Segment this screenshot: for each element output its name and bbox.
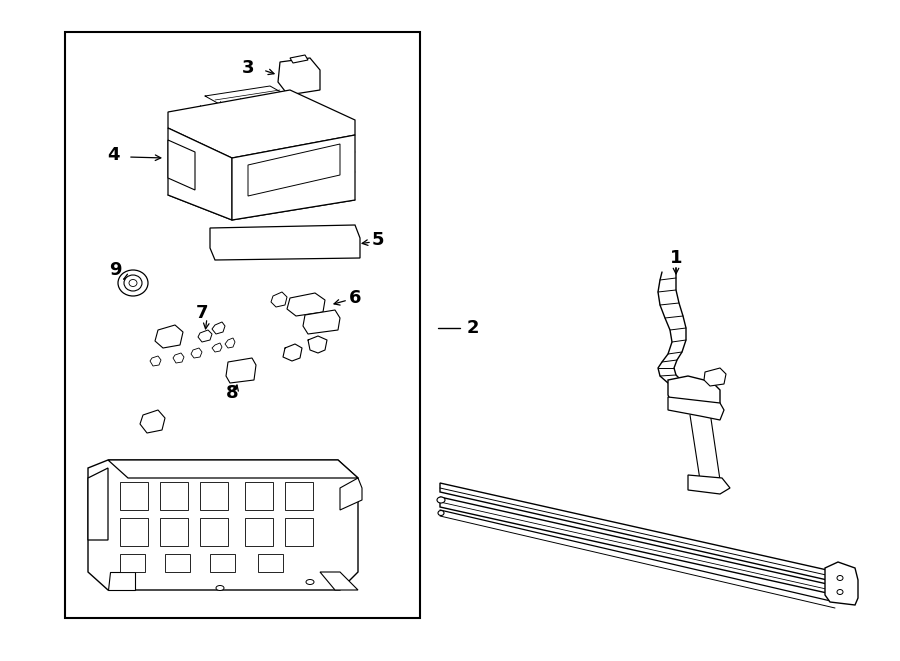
Polygon shape <box>88 460 358 590</box>
Text: 7: 7 <box>196 304 208 322</box>
Polygon shape <box>198 330 212 342</box>
Polygon shape <box>120 518 148 546</box>
Polygon shape <box>285 518 313 546</box>
Polygon shape <box>258 554 283 572</box>
Polygon shape <box>168 140 195 190</box>
Text: 1: 1 <box>670 249 682 267</box>
Ellipse shape <box>837 590 843 594</box>
Polygon shape <box>271 292 287 307</box>
Ellipse shape <box>129 280 137 286</box>
Polygon shape <box>120 482 148 510</box>
Polygon shape <box>173 353 184 363</box>
Ellipse shape <box>216 586 224 590</box>
Ellipse shape <box>438 510 444 516</box>
Polygon shape <box>155 325 183 348</box>
Polygon shape <box>825 562 858 605</box>
Polygon shape <box>668 376 720 410</box>
Polygon shape <box>225 338 235 348</box>
Polygon shape <box>248 144 340 196</box>
Ellipse shape <box>837 576 843 580</box>
Polygon shape <box>65 32 420 618</box>
Polygon shape <box>440 497 836 595</box>
Polygon shape <box>704 368 726 386</box>
Ellipse shape <box>124 275 142 291</box>
Polygon shape <box>160 518 188 546</box>
Polygon shape <box>668 397 724 420</box>
Polygon shape <box>210 225 360 260</box>
Polygon shape <box>191 348 202 358</box>
Polygon shape <box>440 483 836 582</box>
Ellipse shape <box>437 497 445 503</box>
Text: 9: 9 <box>109 261 122 279</box>
Polygon shape <box>210 554 235 572</box>
Ellipse shape <box>118 270 148 296</box>
Polygon shape <box>120 554 145 572</box>
Polygon shape <box>168 128 232 220</box>
Polygon shape <box>287 293 325 316</box>
Polygon shape <box>340 478 362 510</box>
Polygon shape <box>165 554 190 572</box>
Ellipse shape <box>306 580 314 584</box>
Polygon shape <box>200 518 228 546</box>
Polygon shape <box>688 475 730 494</box>
Text: 8: 8 <box>226 384 239 402</box>
Polygon shape <box>108 572 135 590</box>
Polygon shape <box>108 460 358 478</box>
Polygon shape <box>88 468 108 540</box>
Text: 2: 2 <box>467 319 479 337</box>
Polygon shape <box>232 135 355 220</box>
Polygon shape <box>278 58 320 95</box>
Polygon shape <box>160 482 188 510</box>
Polygon shape <box>212 322 225 334</box>
Text: 5: 5 <box>372 231 384 249</box>
Polygon shape <box>303 310 340 334</box>
Polygon shape <box>168 90 355 158</box>
Polygon shape <box>226 358 256 383</box>
Text: 3: 3 <box>242 59 254 77</box>
Polygon shape <box>290 55 308 63</box>
Polygon shape <box>150 356 161 366</box>
Polygon shape <box>320 572 358 590</box>
Polygon shape <box>200 482 228 510</box>
Text: 4: 4 <box>107 146 119 164</box>
Polygon shape <box>140 410 165 433</box>
Polygon shape <box>285 482 313 510</box>
Polygon shape <box>245 518 273 546</box>
Text: 6: 6 <box>349 289 361 307</box>
Polygon shape <box>245 482 273 510</box>
Polygon shape <box>212 343 222 352</box>
